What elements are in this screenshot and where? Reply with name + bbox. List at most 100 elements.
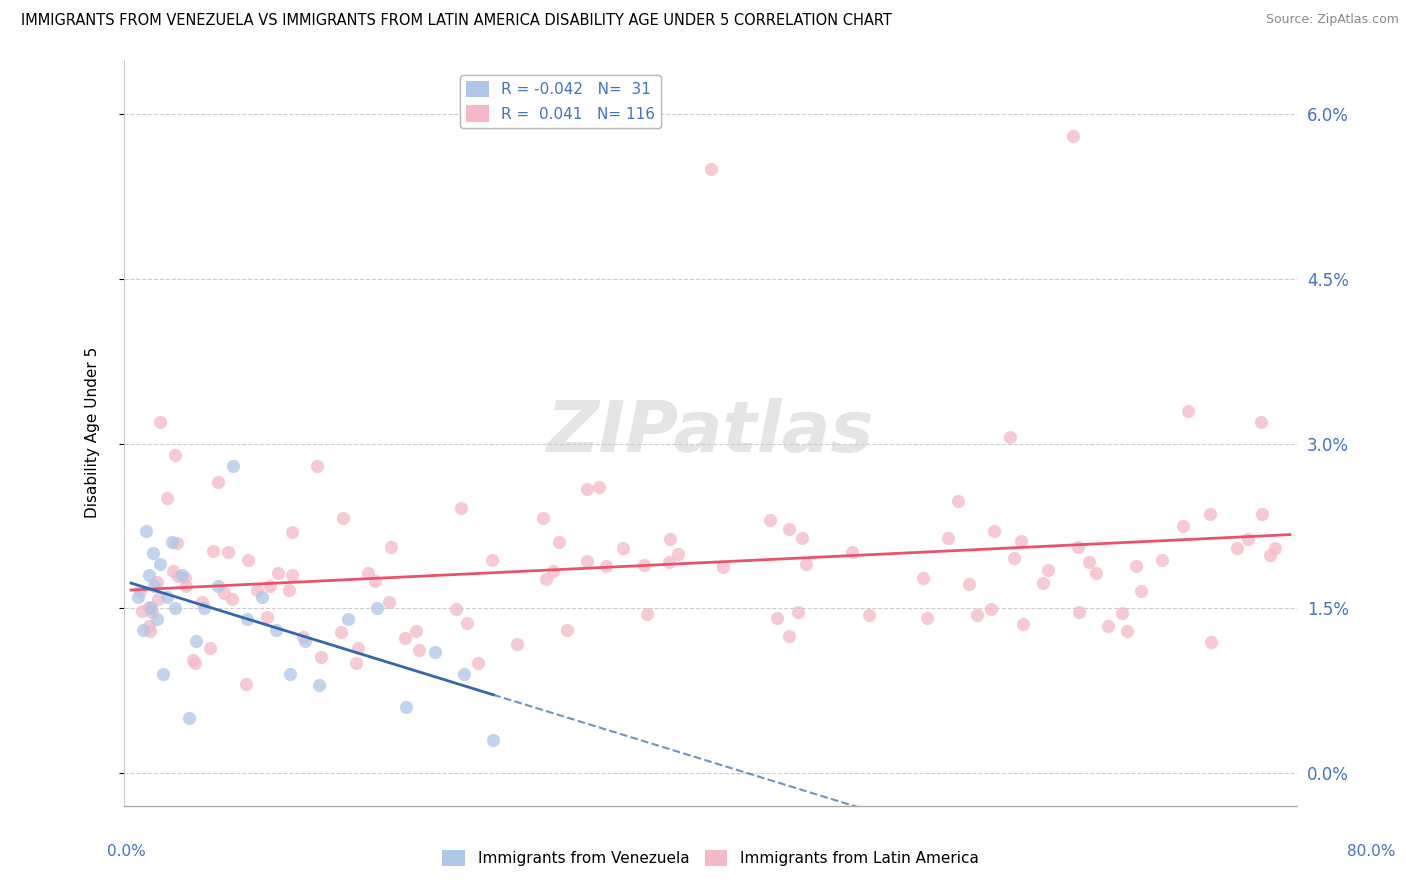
Point [366,601,388,615]
Point [152,667,174,681]
Point [1002,551,1025,566]
Point [267,566,290,581]
Point [142,546,165,560]
Point [467,656,489,670]
Point [337,612,360,626]
Point [506,637,529,651]
Point [1097,619,1119,633]
Point [207,475,229,489]
Point [658,555,681,569]
Point [1129,583,1152,598]
Point [166,569,188,583]
Point [1150,553,1173,567]
Point [181,653,204,667]
Point [308,678,330,692]
Point [915,610,938,624]
Point [778,629,800,643]
Text: IMMIGRANTS FROM VENEZUELA VS IMMIGRANTS FROM LATIN AMERICA DISABILITY AGE UNDER : IMMIGRANTS FROM VENEZUELA VS IMMIGRANTS … [21,13,891,29]
Point [576,554,599,568]
Point [141,601,163,615]
Point [135,524,157,539]
Point [235,677,257,691]
Point [541,564,564,578]
Point [531,511,554,525]
Point [173,571,195,585]
Point [217,545,239,559]
Point [946,494,969,508]
Point [983,524,1005,539]
Point [236,553,259,567]
Point [957,576,980,591]
Point [177,711,200,725]
Point [200,640,222,655]
Point [278,582,301,597]
Point [1000,430,1022,444]
Point [394,631,416,645]
Point [148,592,170,607]
Point [139,601,162,615]
Text: ZIPatlas: ZIPatlas [547,398,875,467]
Point [1111,606,1133,620]
Point [612,541,634,555]
Point [186,634,208,648]
Point [778,522,800,536]
Point [162,564,184,578]
Point [425,645,447,659]
Point [1011,617,1033,632]
Point [482,732,505,747]
Point [841,545,863,559]
Point [190,595,212,609]
Point [1250,415,1272,429]
Point [588,480,610,494]
Point [166,536,188,550]
Point [184,656,207,670]
Point [347,640,370,655]
Text: Source: ZipAtlas.com: Source: ZipAtlas.com [1265,13,1399,27]
Point [132,623,155,637]
Point [160,535,183,549]
Point [636,607,658,621]
Point [356,566,378,581]
Point [380,540,402,554]
Point [291,630,314,644]
Point [1032,576,1054,591]
Point [207,579,229,593]
Point [307,458,329,473]
Point [201,543,224,558]
Point [911,570,934,584]
Point [1226,541,1249,555]
Point [711,559,734,574]
Point [450,500,472,515]
Point [139,624,162,638]
Point [1069,605,1091,619]
Point [1067,540,1090,554]
Point [138,568,160,582]
Point [143,579,166,593]
Point [966,607,988,622]
Point [456,615,478,630]
Point [534,572,557,586]
Point [138,600,160,615]
Point [149,415,172,429]
Point [156,590,179,604]
Point [1258,548,1281,562]
Point [127,590,149,604]
Point [221,458,243,473]
Point [281,568,304,582]
Point [1199,507,1222,521]
Point [138,619,160,633]
Point [309,649,332,664]
Point [787,605,810,619]
Point [699,162,721,177]
Point [666,547,689,561]
Point [453,667,475,681]
Point [364,574,387,589]
Point [1171,518,1194,533]
Point [444,602,467,616]
Point [264,623,287,637]
Point [141,605,163,619]
Point [576,482,599,496]
Text: 80.0%: 80.0% [1347,845,1395,859]
Point [1125,559,1147,574]
Point [221,591,243,606]
